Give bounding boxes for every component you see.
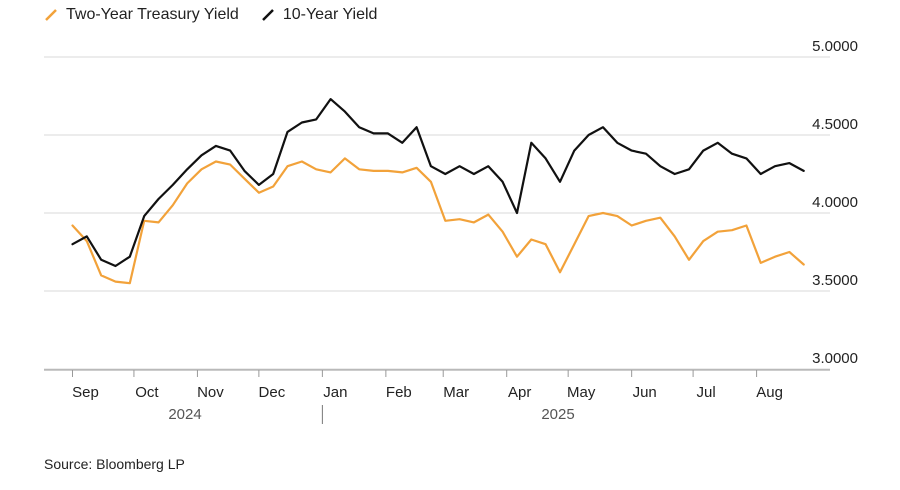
x-tick-label: Nov	[197, 384, 224, 401]
legend-item-two-year: Two-Year Treasury Yield	[44, 6, 239, 24]
year-label-2025: 2025	[541, 406, 574, 423]
legend-swatch-ten-year	[261, 9, 274, 21]
x-tick-label: Dec	[259, 384, 286, 401]
year-label-2024: 2024	[168, 406, 201, 423]
y-tick-label: 4.0000	[812, 194, 858, 211]
y-tick-label: 3.0000	[812, 350, 858, 367]
x-tick-label: Oct	[135, 384, 159, 401]
x-tick-label: Aug	[756, 384, 783, 401]
legend: Two-Year Treasury Yield 10-Year Yield	[44, 6, 377, 24]
y-tick-label: 5.0000	[812, 38, 858, 55]
source-note: Source: Bloomberg LP	[44, 456, 185, 472]
x-tick-label: Sep	[72, 384, 99, 401]
legend-label-two-year: Two-Year Treasury Yield	[66, 6, 239, 23]
legend-swatch-two-year	[45, 9, 57, 21]
x-tick-label: Feb	[386, 384, 412, 401]
x-tick-label: Jan	[323, 384, 347, 401]
x-tick-label: Jun	[633, 384, 657, 401]
legend-item-ten-year: 10-Year Yield	[261, 6, 378, 24]
series-line-two-year	[71, 157, 805, 285]
x-tick-label: May	[567, 384, 596, 401]
legend-label-ten-year: 10-Year Yield	[282, 6, 378, 23]
x-tick-label: Mar	[443, 384, 469, 401]
y-tick-label: 4.5000	[812, 116, 858, 133]
x-tick-label: Jul	[697, 384, 716, 401]
series-line-ten-year	[71, 97, 805, 268]
x-tick-label: Apr	[508, 384, 531, 401]
y-tick-label: 3.5000	[812, 272, 858, 289]
